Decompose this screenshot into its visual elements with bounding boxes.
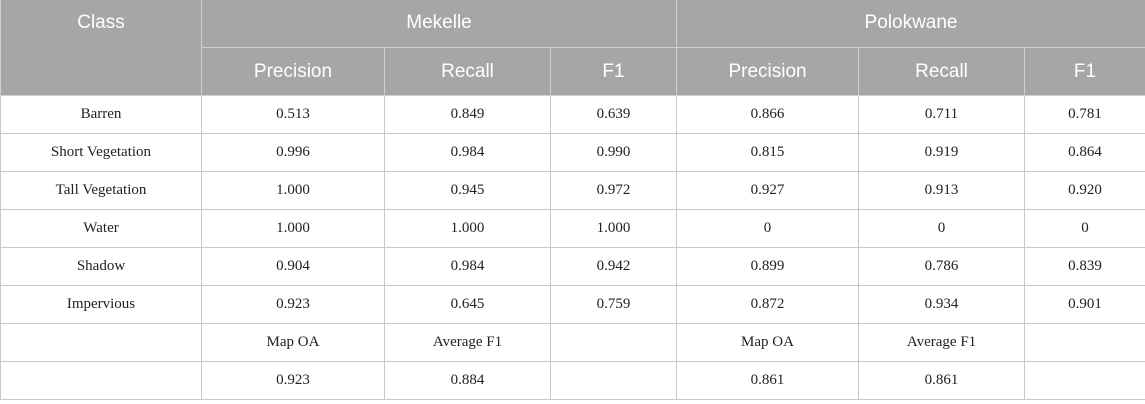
table-cell: 0.920 bbox=[1024, 171, 1145, 210]
table-cell: 0.639 bbox=[549, 95, 678, 134]
table-cell: 0.872 bbox=[676, 285, 860, 324]
table-cell: 0.839 bbox=[1024, 247, 1145, 286]
table-cell: 1.000 bbox=[549, 209, 678, 248]
table-cell: 0.990 bbox=[549, 133, 678, 172]
table-cell: 0.866 bbox=[676, 95, 860, 134]
table-cell: 1.000 bbox=[201, 171, 385, 210]
table-row: Map OA Average F1 Map OA Average F1 bbox=[0, 323, 1145, 362]
subheader-f1: F1 bbox=[549, 47, 678, 96]
table-cell bbox=[1024, 323, 1145, 362]
table-row: Shadow 0.904 0.984 0.942 0.899 0.786 0.839 bbox=[0, 247, 1145, 286]
table-cell: 0.972 bbox=[549, 171, 678, 210]
table-cell: Average F1 bbox=[858, 323, 1026, 362]
table-cell: 0.711 bbox=[858, 95, 1026, 134]
header-row-groups: Class Mekelle Polokwane bbox=[0, 0, 1145, 96]
table-cell: 0 bbox=[1024, 209, 1145, 248]
table-row: Impervious 0.923 0.645 0.759 0.872 0.934 0.901 bbox=[0, 285, 1145, 324]
table-cell: 0.927 bbox=[676, 171, 860, 210]
table-cell bbox=[549, 361, 678, 400]
table-cell: 0 bbox=[676, 209, 860, 248]
table-cell: 0.861 bbox=[858, 361, 1026, 400]
row-class-label bbox=[0, 323, 202, 362]
table-cell: 0.942 bbox=[549, 247, 678, 286]
table-cell: 0.899 bbox=[676, 247, 860, 286]
subheader-precision: Precision bbox=[201, 47, 385, 96]
table-row: 0.923 0.884 0.861 0.861 bbox=[0, 361, 1145, 400]
row-class-label: Barren bbox=[0, 95, 202, 134]
table-cell: 0.864 bbox=[1024, 133, 1145, 172]
table-cell: 0.861 bbox=[676, 361, 860, 400]
header-row-metrics: Precision Recall F1 Precision Recall F1 bbox=[1, 47, 1145, 96]
table-cell: Map OA bbox=[201, 323, 385, 362]
row-class-label: Water bbox=[0, 209, 202, 248]
table-cell: 0.884 bbox=[384, 361, 551, 400]
row-class-label bbox=[0, 361, 202, 400]
table-cell: 0.996 bbox=[201, 133, 385, 172]
table-body: Barren 0.513 0.849 0.639 0.866 0.711 0.781 Shor… bbox=[0, 95, 1145, 400]
row-class-label: Tall Vegetation bbox=[0, 171, 202, 210]
table-cell: 0.786 bbox=[858, 247, 1026, 286]
subheader-recall: Recall bbox=[858, 47, 1026, 96]
table-cell: 0.913 bbox=[858, 171, 1026, 210]
table-row: Water 1.000 1.000 1.000 0 0 0 bbox=[0, 209, 1145, 248]
row-class-label: Short Vegetation bbox=[0, 133, 202, 172]
table-cell: 0.919 bbox=[858, 133, 1026, 172]
table-row: Tall Vegetation 1.000 0.945 0.972 0.927 0.913… bbox=[0, 171, 1145, 210]
table-cell: 1.000 bbox=[384, 209, 551, 248]
row-class-label: Impervious bbox=[0, 285, 202, 324]
table-cell: 1.000 bbox=[201, 209, 385, 248]
table-cell bbox=[549, 323, 678, 362]
table-cell: 0.904 bbox=[201, 247, 385, 286]
table-cell: 0.923 bbox=[201, 285, 385, 324]
table-cell: 0 bbox=[858, 209, 1026, 248]
subheader-f1: F1 bbox=[1024, 47, 1145, 96]
subheader-precision: Precision bbox=[676, 47, 860, 96]
table-cell: 0.984 bbox=[384, 133, 551, 172]
table-cell bbox=[1024, 361, 1145, 400]
group-header-mekelle: Mekelle bbox=[200, 0, 678, 48]
table-cell: 0.901 bbox=[1024, 285, 1145, 324]
table-cell: 0.849 bbox=[384, 95, 551, 134]
table-cell: 0.945 bbox=[384, 171, 551, 210]
table-cell: 0.645 bbox=[384, 285, 551, 324]
table-cell: 0.984 bbox=[384, 247, 551, 286]
table-cell: 0.781 bbox=[1024, 95, 1145, 134]
table-cell: 0.934 bbox=[858, 285, 1026, 324]
row-class-label: Shadow bbox=[0, 247, 202, 286]
table-cell: Map OA bbox=[676, 323, 860, 362]
table-cell: 0.815 bbox=[676, 133, 860, 172]
table-cell: Average F1 bbox=[384, 323, 551, 362]
table-cell: 0.759 bbox=[549, 285, 678, 324]
subheader-recall: Recall bbox=[384, 47, 551, 96]
group-header-polokwane: Polokwane bbox=[676, 0, 1145, 48]
table-cell: 0.923 bbox=[201, 361, 385, 400]
table-cell: 0.513 bbox=[201, 95, 385, 134]
table-row: Short Vegetation 0.996 0.984 0.990 0.815 0.91… bbox=[0, 133, 1145, 172]
table-row: Barren 0.513 0.849 0.639 0.866 0.711 0.781 bbox=[0, 95, 1145, 134]
class-column-header: Class bbox=[0, 0, 202, 96]
